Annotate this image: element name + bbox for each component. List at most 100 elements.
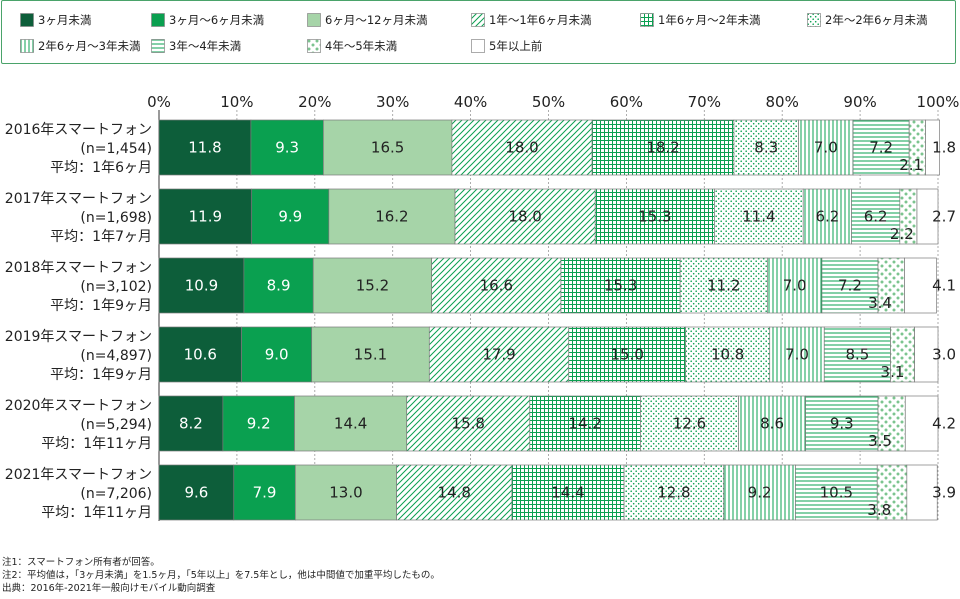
data-label: 15.0: [610, 346, 643, 364]
bar-segment: [802, 188, 852, 245]
bar-segment: [906, 464, 938, 521]
legend-swatch: [471, 39, 485, 53]
bar-segment: [511, 464, 625, 521]
legend-label: 2年～2年6ヶ月未満: [825, 13, 928, 27]
bar-segment: [158, 395, 224, 452]
data-label: 7.0: [814, 139, 838, 157]
data-label: 9.9: [278, 208, 302, 226]
x-tick-label: 80%: [766, 93, 799, 111]
data-label: 18.0: [505, 139, 538, 157]
bar-segment: [738, 395, 806, 452]
bar-segment: [769, 326, 825, 383]
legend-label: 1年～1年6ヶ月未満: [489, 13, 592, 27]
data-label: 15.3: [638, 208, 671, 226]
data-label: 18.2: [646, 139, 679, 157]
bar-segment: [916, 188, 939, 245]
data-label: 10.6: [184, 346, 217, 364]
category-label: 2017年スマートフォン: [5, 191, 152, 207]
bar-segment: [158, 326, 242, 383]
bar-segment: [243, 257, 314, 314]
data-label: 11.8: [188, 139, 221, 157]
x-tick-label: 0%: [147, 93, 171, 111]
data-label: 6.2: [864, 208, 888, 226]
x-tick-label: 10%: [220, 93, 253, 111]
bar-segment: [821, 257, 879, 314]
data-label: 9.6: [184, 484, 208, 502]
data-label: 8.2: [179, 415, 203, 433]
legend-swatch: [20, 39, 34, 53]
bar-segment: [328, 188, 456, 245]
data-label: 1.8: [932, 139, 956, 157]
data-label: 8.6: [760, 415, 784, 433]
note-1: 注1：スマートフォン所有者が回答。: [2, 557, 160, 568]
bar-segment: [798, 119, 854, 176]
data-label: 14.4: [551, 484, 584, 502]
data-label: 12.8: [657, 484, 690, 502]
data-label: 9.0: [265, 346, 289, 364]
bar-segment: [723, 464, 796, 521]
legend-swatch: [307, 13, 321, 27]
category-label: (n=3,102): [80, 279, 152, 295]
bar-segment: [685, 326, 771, 383]
bar-segment: [250, 119, 324, 176]
category-label: (n=1,454): [80, 141, 152, 157]
legend-swatch: [151, 13, 165, 27]
bar-segment: [805, 395, 879, 452]
data-label: 6.2: [815, 208, 839, 226]
bar-segment: [714, 188, 804, 245]
bar-segment: [623, 464, 725, 521]
data-label: 17.9: [482, 346, 515, 364]
legend-swatch: [20, 13, 34, 27]
data-label: 3.8: [867, 501, 891, 519]
legend-label: 3ヶ月未満: [38, 13, 92, 27]
bar-segment: [568, 326, 686, 383]
stacked-bar-chart: 0% 10% 20% 30% 40% 50% 60% 70% 80% 90% 100% 2016年ス…: [5, 93, 959, 521]
bar-segment: [852, 119, 910, 176]
bar-segment: [877, 395, 906, 452]
category-label: 平均：1年11ヶ月: [41, 505, 152, 521]
category-label: 平均：1年11ヶ月: [41, 436, 152, 452]
data-label: 9.3: [830, 415, 854, 433]
data-label: 7.2: [869, 139, 893, 157]
data-label: 10.9: [185, 277, 218, 295]
bar-segment: [294, 464, 397, 521]
bar-segment: [451, 119, 593, 176]
data-label: 15.2: [356, 277, 389, 295]
category-label: (n=1,698): [80, 210, 152, 226]
bar-segment: [396, 464, 513, 521]
bar-segment: [851, 188, 901, 245]
data-label: 2.7: [932, 208, 956, 226]
bar-segment: [679, 257, 768, 314]
bar-segment: [767, 257, 823, 314]
bar-segment: [294, 395, 408, 452]
data-label: 7.0: [785, 346, 809, 364]
category-label: (n=4,897): [80, 348, 152, 364]
bar-segment: [158, 119, 252, 176]
x-tick-label: 30%: [376, 93, 409, 111]
bar-segment: [904, 395, 939, 452]
data-label: 12.6: [673, 415, 706, 433]
legend-label: 4年～5年未満: [325, 39, 398, 53]
source-note: 出典：2016年-2021年一般向けモバイル動向調査: [2, 583, 216, 594]
x-tick-label: 60%: [610, 93, 643, 111]
bar-segment: [890, 326, 915, 383]
data-label: 14.8: [438, 484, 471, 502]
data-label: 8.5: [845, 346, 869, 364]
data-label: 18.0: [508, 208, 541, 226]
data-label: 10.5: [820, 484, 853, 502]
data-label: 11.9: [189, 208, 222, 226]
bar-segment: [311, 326, 430, 383]
bar-segment: [795, 464, 878, 521]
legend-label: 3ヶ月～6ヶ月未満: [169, 13, 265, 27]
data-label: 9.3: [275, 139, 299, 157]
bar-segment: [914, 326, 939, 383]
x-tick-label: 20%: [298, 93, 331, 111]
category-label: (n=7,206): [80, 486, 152, 502]
x-tick-label: 40%: [454, 93, 487, 111]
bar-segment: [323, 119, 453, 176]
data-label: 2.2: [890, 225, 914, 243]
data-label: 3.5: [868, 432, 892, 450]
bar-segment: [222, 395, 295, 452]
legend-label: 3年～4年未満: [169, 39, 242, 53]
data-label: 15.8: [452, 415, 485, 433]
